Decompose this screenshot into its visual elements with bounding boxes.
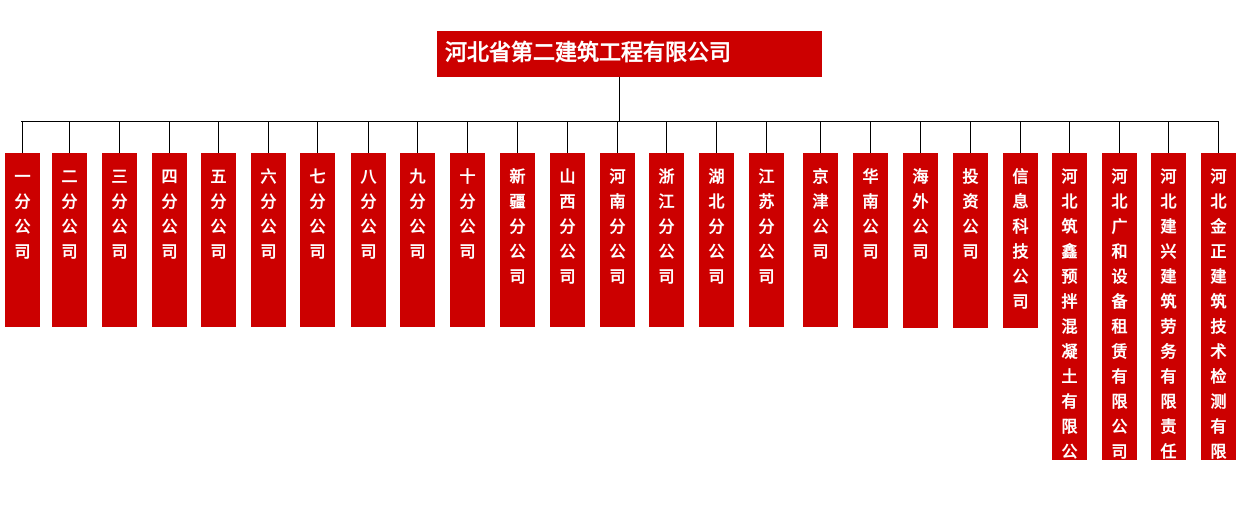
child-connector (417, 121, 418, 153)
child-connector (69, 121, 70, 153)
subsidiary-box: 山西分公司 (550, 153, 585, 327)
child-connector (970, 121, 971, 153)
subsidiary-box: 河北金正建筑技术检测有限公司 (1201, 153, 1236, 511)
child-connector (870, 121, 871, 153)
child-connector (820, 121, 821, 153)
child-connector (317, 121, 318, 153)
subsidiary-box: 华南公司 (853, 153, 888, 328)
subsidiary-box: 海外公司 (903, 153, 938, 328)
child-connector (567, 121, 568, 153)
child-connector (368, 121, 369, 153)
subsidiary-box: 京津公司 (803, 153, 838, 327)
subsidiary-box: 四分公司 (152, 153, 187, 327)
child-connector (1168, 121, 1169, 153)
subsidiary-box: 湖北分公司 (699, 153, 734, 327)
child-connector (169, 121, 170, 153)
child-connector (1020, 121, 1021, 153)
horizontal-connector (21, 121, 1219, 122)
subsidiary-box: 投资公司 (953, 153, 988, 328)
subsidiary-box: 浙江分公司 (649, 153, 684, 327)
child-connector (517, 121, 518, 153)
subsidiary-box: 六分公司 (251, 153, 286, 327)
root-company-box: 河北省第二建筑工程有限公司 (437, 31, 822, 77)
child-connector (1119, 121, 1120, 153)
subsidiary-box: 五分公司 (201, 153, 236, 327)
subsidiary-box: 信息科技公司 (1003, 153, 1038, 328)
child-connector (1218, 121, 1219, 153)
child-connector (766, 121, 767, 153)
subsidiary-box: 江苏分公司 (749, 153, 784, 327)
subsidiary-box: 河北建兴建筑劳务有限责任公司 (1151, 153, 1186, 511)
child-connector (467, 121, 468, 153)
subsidiary-box: 九分公司 (400, 153, 435, 327)
subsidiary-box: 一分公司 (5, 153, 40, 327)
subsidiary-box: 河北广和设备租赁有限公司 (1102, 153, 1137, 461)
child-connector (218, 121, 219, 153)
child-connector (617, 121, 618, 153)
child-connector (920, 121, 921, 153)
child-connector (1069, 121, 1070, 153)
child-connector (268, 121, 269, 153)
child-connector (119, 121, 120, 153)
subsidiary-box: 二分公司 (52, 153, 87, 327)
child-connector (22, 121, 23, 153)
subsidiary-box: 河南分公司 (600, 153, 635, 327)
subsidiary-box: 三分公司 (102, 153, 137, 327)
subsidiary-box: 新疆分公司 (500, 153, 535, 327)
child-connector (666, 121, 667, 153)
subsidiary-box: 河北筑鑫预拌混凝土有限公司 (1052, 153, 1087, 486)
subsidiary-box: 七分公司 (300, 153, 335, 327)
subsidiary-box: 八分公司 (351, 153, 386, 327)
root-connector (619, 77, 620, 121)
child-connector (716, 121, 717, 153)
subsidiary-box: 十分公司 (450, 153, 485, 327)
